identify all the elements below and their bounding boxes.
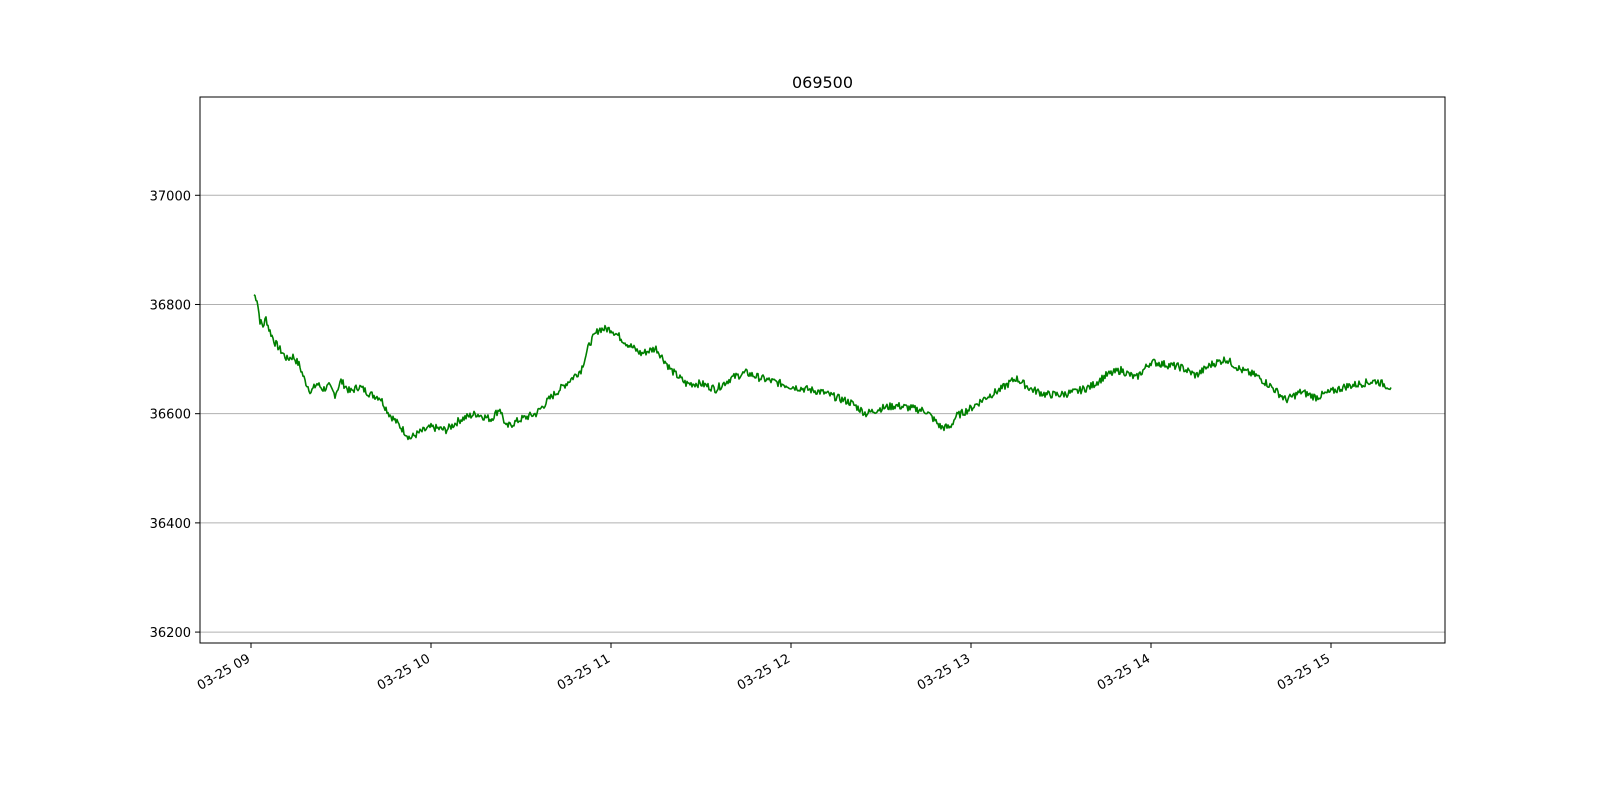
y-tick-label: 36800 [150,298,191,313]
gridlines [200,194,1445,633]
series-layer [253,294,1392,441]
y-tick-label: 36400 [150,517,191,532]
y-tick-label: 36200 [150,626,191,641]
y-tick-label: 37000 [150,189,191,204]
chart-title: 069500 [792,73,853,92]
plot-area-frame [199,96,1446,644]
y-axis: 36200 36400 36600 36800 37000 [150,189,200,641]
price-series-line [253,294,1392,441]
y-tick-label: 36600 [150,408,191,423]
